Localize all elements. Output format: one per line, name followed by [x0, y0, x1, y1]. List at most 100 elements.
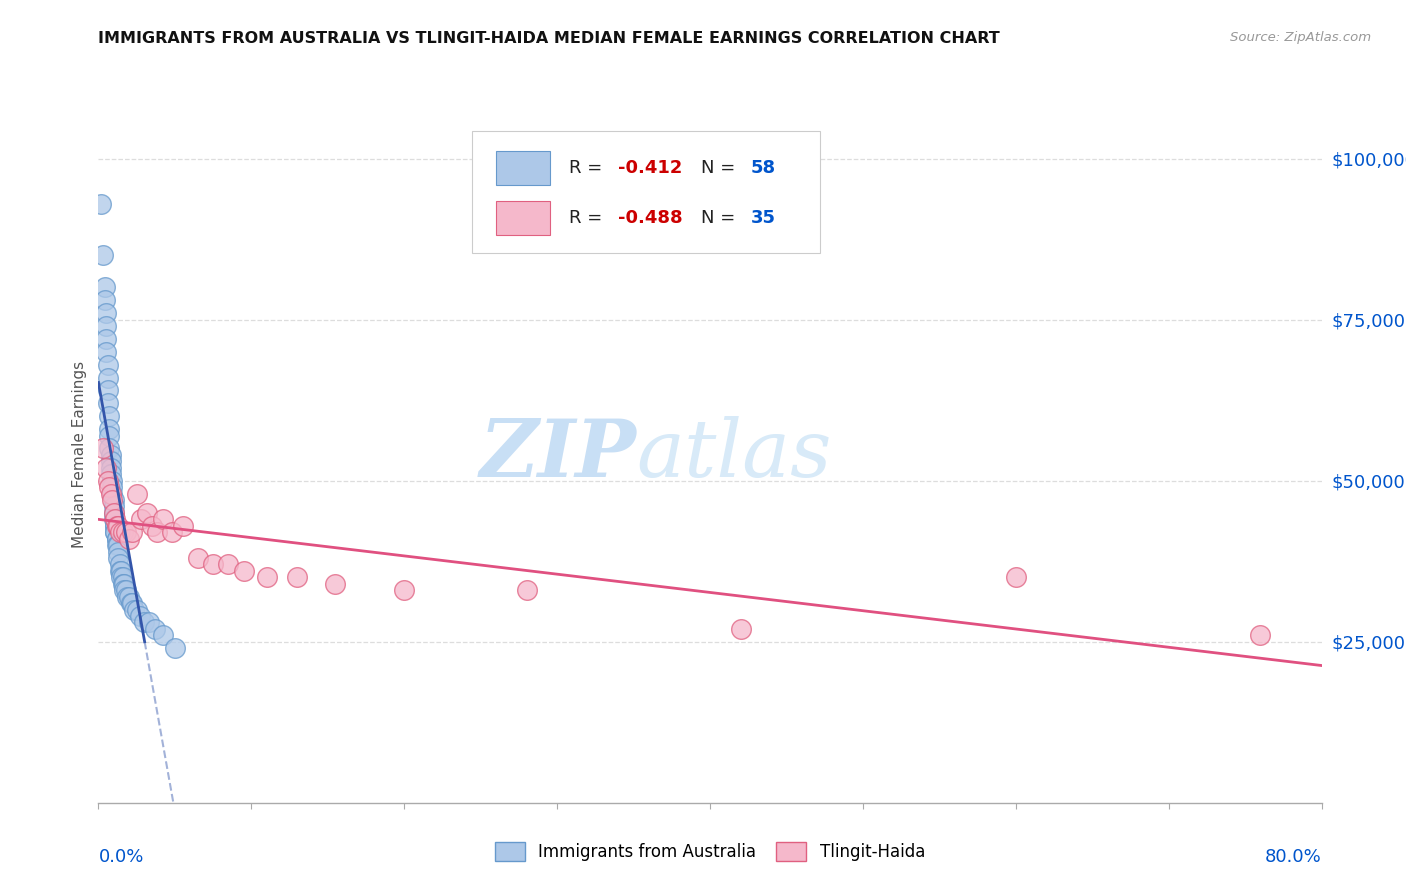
- Point: [101, 493, 124, 508]
- Text: atlas: atlas: [637, 417, 832, 493]
- Point: [121, 525, 143, 540]
- Point: [97, 474, 120, 488]
- Point: [111, 576, 134, 591]
- Point: [100, 486, 122, 500]
- Point: [138, 615, 160, 630]
- Point: [108, 564, 131, 578]
- Point: [172, 518, 194, 533]
- Point: [98, 442, 121, 456]
- Point: [107, 538, 129, 552]
- Point: [94, 460, 117, 475]
- Point: [232, 564, 254, 578]
- Text: -0.412: -0.412: [619, 159, 683, 177]
- Point: [105, 538, 128, 552]
- Point: [112, 576, 135, 591]
- Point: [285, 570, 308, 584]
- Text: R =: R =: [569, 159, 609, 177]
- Point: [117, 590, 139, 604]
- Point: [101, 480, 124, 494]
- Point: [122, 602, 145, 616]
- Point: [121, 596, 143, 610]
- Point: [101, 474, 124, 488]
- Point: [108, 525, 131, 540]
- Point: [94, 344, 117, 359]
- Point: [112, 583, 135, 598]
- Point: [730, 622, 752, 636]
- Point: [107, 551, 129, 566]
- Point: [103, 500, 125, 514]
- Text: ZIP: ZIP: [479, 417, 637, 493]
- Point: [111, 570, 134, 584]
- Text: 0.0%: 0.0%: [98, 848, 143, 866]
- Point: [145, 525, 167, 540]
- Point: [129, 512, 152, 526]
- Text: IMMIGRANTS FROM AUSTRALIA VS TLINGIT-HAIDA MEDIAN FEMALE EARNINGS CORRELATION CH: IMMIGRANTS FROM AUSTRALIA VS TLINGIT-HAI…: [98, 31, 1000, 46]
- Point: [516, 583, 538, 598]
- Point: [187, 551, 209, 566]
- Point: [120, 596, 142, 610]
- Point: [103, 506, 125, 520]
- Text: -0.488: -0.488: [619, 209, 683, 227]
- Point: [93, 293, 115, 308]
- Y-axis label: Median Female Earnings: Median Female Earnings: [72, 361, 87, 549]
- Point: [98, 428, 121, 442]
- Point: [110, 570, 132, 584]
- Point: [325, 576, 347, 591]
- Point: [104, 512, 127, 526]
- Point: [91, 442, 114, 456]
- Point: [128, 609, 150, 624]
- Text: R =: R =: [569, 209, 609, 227]
- Point: [104, 525, 127, 540]
- Point: [104, 525, 127, 540]
- Point: [97, 358, 120, 372]
- Point: [98, 409, 121, 424]
- Text: N =: N =: [702, 159, 741, 177]
- Point: [202, 558, 225, 572]
- FancyBboxPatch shape: [496, 201, 550, 235]
- Point: [105, 532, 128, 546]
- Point: [100, 460, 122, 475]
- Point: [125, 486, 148, 500]
- Point: [160, 525, 183, 540]
- Point: [118, 590, 141, 604]
- Text: 58: 58: [751, 159, 776, 177]
- Point: [104, 518, 127, 533]
- Point: [256, 570, 278, 584]
- Point: [134, 615, 156, 630]
- Point: [94, 332, 117, 346]
- Text: Source: ZipAtlas.com: Source: ZipAtlas.com: [1230, 31, 1371, 45]
- Point: [103, 512, 125, 526]
- Point: [115, 525, 138, 540]
- FancyBboxPatch shape: [471, 131, 820, 253]
- Point: [97, 370, 120, 384]
- Point: [104, 518, 127, 533]
- Text: 35: 35: [751, 209, 775, 227]
- Point: [111, 525, 134, 540]
- Point: [118, 532, 141, 546]
- Point: [94, 319, 117, 334]
- Point: [136, 506, 159, 520]
- Point: [103, 506, 125, 520]
- Point: [105, 532, 128, 546]
- FancyBboxPatch shape: [496, 151, 550, 185]
- Point: [110, 564, 132, 578]
- Point: [100, 448, 122, 462]
- Point: [105, 518, 128, 533]
- Point: [152, 628, 174, 642]
- Point: [141, 518, 163, 533]
- Point: [152, 512, 174, 526]
- Point: [1249, 628, 1271, 642]
- Point: [1004, 570, 1026, 584]
- Point: [90, 196, 112, 211]
- Text: 80.0%: 80.0%: [1265, 848, 1322, 866]
- Point: [108, 558, 131, 572]
- Point: [392, 583, 416, 598]
- Point: [100, 467, 122, 482]
- Point: [98, 480, 121, 494]
- Point: [107, 544, 129, 558]
- Point: [98, 422, 121, 436]
- Point: [94, 306, 117, 320]
- Point: [103, 493, 125, 508]
- Text: N =: N =: [702, 209, 741, 227]
- Point: [97, 396, 120, 410]
